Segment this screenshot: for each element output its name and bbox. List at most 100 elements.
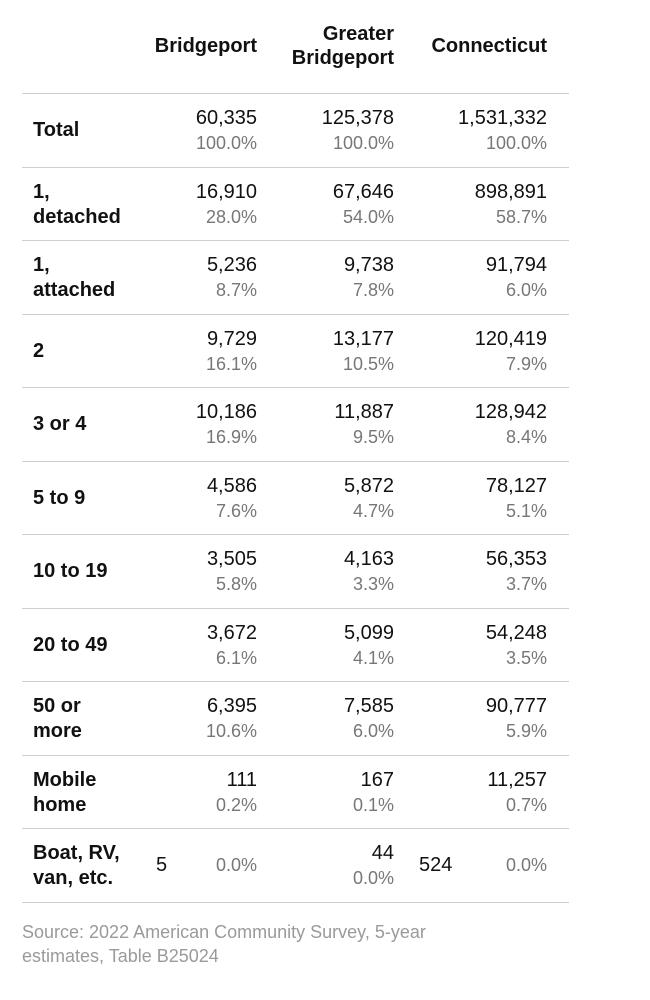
- cell-percent: 0.7%: [505, 794, 547, 815]
- table-header: Bridgeport Greater Bridgeport Connecticu…: [22, 0, 569, 94]
- cell-count: 6,395: [206, 695, 257, 717]
- cell-count: 16,910: [195, 180, 257, 203]
- table-row: 50 or more 6,395 10.6% 7,585 6.0% 90,777 5.9%: [22, 682, 569, 756]
- cell-count: 5,099: [343, 621, 394, 644]
- cell-percent: 0.1%: [352, 794, 394, 815]
- cell-greater-bridgeport: 125,378 100.0%: [322, 105, 394, 155]
- cell-percent: 4.1%: [352, 647, 394, 668]
- cell-count: 3,672: [206, 621, 257, 644]
- cell-bridgeport: 111 0.2%: [216, 767, 257, 817]
- cell-percent: 8.7%: [215, 280, 257, 300]
- table-row: 5 to 9 4,586 7.6% 5,872 4.7% 78,127 5.1%: [22, 462, 569, 535]
- cell-connecticut: 56,353 3.7%: [486, 546, 547, 596]
- row-label-line: 50 or: [33, 695, 81, 717]
- cell-greater-bridgeport: 167 0.1%: [353, 767, 394, 817]
- cell-percent: 7.9%: [505, 353, 547, 374]
- header-greater-bridgeport-line1: Greater: [322, 23, 394, 45]
- cell-percent: 9.5%: [352, 427, 394, 447]
- row-label-line: 20 to 49: [33, 633, 108, 656]
- cell-count: 56,353: [485, 548, 547, 570]
- cell-greater-bridgeport: 5,099 4.1%: [344, 620, 394, 670]
- cell-connecticut: 11,257 0.7%: [487, 767, 547, 817]
- cell-bridgeport: 10,186 16.9%: [196, 399, 257, 449]
- cell-bridgeport: 3,505 5.8%: [207, 546, 257, 596]
- cell-connecticut: 1,531,332 100.0%: [458, 105, 547, 155]
- cell-percent: 28.0%: [205, 206, 257, 227]
- row-label-line: Mobile: [33, 768, 97, 791]
- cell-count: 60,335: [195, 107, 257, 129]
- row-label: 10 to 19: [33, 559, 107, 584]
- table-row: Mobile home 111 0.2% 167 0.1% 11,257 0.7%: [22, 756, 569, 829]
- cell-connecticut: 54,248 3.5%: [486, 620, 547, 670]
- cell-count: 5,236: [206, 254, 257, 276]
- row-label: 5 to 9: [33, 486, 85, 511]
- cell-count: 9,729: [206, 327, 257, 350]
- cell-count: 898,891: [474, 180, 547, 203]
- cell-percent: 0.0%: [505, 855, 547, 875]
- cell-greater-bridgeport: 67,646 54.0%: [333, 179, 394, 229]
- cell-percent: 5.1%: [505, 500, 547, 521]
- cell-count: 4,163: [343, 548, 394, 570]
- cell-bridgeport: 6,395 10.6%: [206, 693, 257, 743]
- cell-percent: 100.0%: [332, 133, 394, 153]
- source-note: Source: 2022 American Community Survey, …: [22, 922, 426, 966]
- row-label: Mobile home: [33, 768, 96, 818]
- cell-connecticut: 128,942 8.4%: [475, 399, 547, 449]
- cell-connecticut: 91,794 6.0%: [486, 252, 547, 302]
- row-label-line: Total: [33, 119, 80, 141]
- cell-count: 4,586: [206, 474, 257, 497]
- row-label: 3 or 4: [33, 412, 86, 437]
- row-label: 20 to 49: [33, 633, 107, 658]
- cell-percent: 16.1%: [205, 353, 257, 374]
- cell-greater-bridgeport: 7,585 6.0%: [344, 693, 394, 743]
- cell-greater-bridgeport: 11,887 9.5%: [334, 399, 394, 449]
- row-label-line: more: [33, 720, 82, 742]
- cell-bridgeport: 16,910 28.0%: [196, 179, 257, 229]
- cell-count: 167: [360, 768, 394, 791]
- cell-connecticut: 90,777 5.9%: [486, 693, 547, 743]
- row-label-line: attached: [33, 279, 116, 301]
- cell-count: 78,127: [485, 474, 547, 497]
- cell-count: 3,505: [206, 548, 257, 570]
- cell-percent: 3.7%: [505, 574, 547, 594]
- cell-count: 111: [226, 768, 257, 791]
- table-row: 10 to 19 3,505 5.8% 4,163 3.3% 56,353 3.7%: [22, 535, 569, 609]
- header-connecticut: Connecticut: [431, 35, 547, 57]
- cell-percent: 0.2%: [215, 794, 257, 815]
- cell-connecticut: 120,419 7.9%: [475, 326, 547, 376]
- cell-count: 67,646: [332, 180, 394, 203]
- cell-count: 5,872: [343, 474, 394, 497]
- cell-bridgeport: 5,236 8.7%: [207, 252, 257, 302]
- cell-bridgeport: 9,729 16.1%: [206, 326, 257, 376]
- cell-bridgeport: 4,586 7.6%: [207, 473, 257, 523]
- cell-count: 9,738: [343, 254, 394, 276]
- table-row: 20 to 49 3,672 6.1% 5,099 4.1% 54,248 3.5%: [22, 609, 569, 682]
- header-greater-bridgeport-line2: Bridgeport: [291, 47, 394, 69]
- row-label: 50 or more: [33, 694, 82, 744]
- row-label: Boat, RV, van, etc.: [33, 841, 120, 891]
- cell-percent: 100.0%: [195, 133, 257, 153]
- cell-percent: 3.3%: [352, 574, 394, 594]
- table-row: 1, attached 5,236 8.7% 9,738 7.8% 91,794 6.0%: [22, 241, 569, 315]
- header-bridgeport: Bridgeport: [154, 35, 257, 57]
- cell-count: 11,257: [487, 768, 547, 791]
- table-row: Boat, RV, van, etc. 5 0.0% 44 0.0% 524 0.0%: [22, 829, 569, 903]
- cell-count: 90,777: [485, 695, 547, 717]
- table-body: Total 60,335 100.0% 125,378 100.0% 1,531,332 1…: [22, 94, 569, 903]
- cell-greater-bridgeport: 13,177 10.5%: [333, 326, 394, 376]
- cell-percent: 4.7%: [352, 500, 394, 521]
- cell-percent: 3.5%: [505, 647, 547, 668]
- cell-percent: 6.0%: [352, 721, 394, 741]
- cell-count: 44: [371, 842, 394, 864]
- row-label-line: 2: [33, 339, 45, 362]
- cell-count: 10,186: [195, 401, 257, 423]
- row-label-line: 1,: [33, 180, 50, 203]
- table-row: 2 9,729 16.1% 13,177 10.5% 120,419 7.9%: [22, 315, 569, 388]
- row-label-line: 5 to 9: [33, 486, 86, 509]
- table-row: 1, detached 16,910 28.0% 67,646 54.0% 898,891 5…: [22, 168, 569, 241]
- cell-percent: 100.0%: [485, 133, 547, 153]
- cell-percent: 7.6%: [215, 500, 257, 521]
- row-label-line: van, etc.: [33, 867, 114, 889]
- cell-percent: 10.5%: [342, 353, 394, 374]
- cell-percent: 10.6%: [205, 721, 257, 741]
